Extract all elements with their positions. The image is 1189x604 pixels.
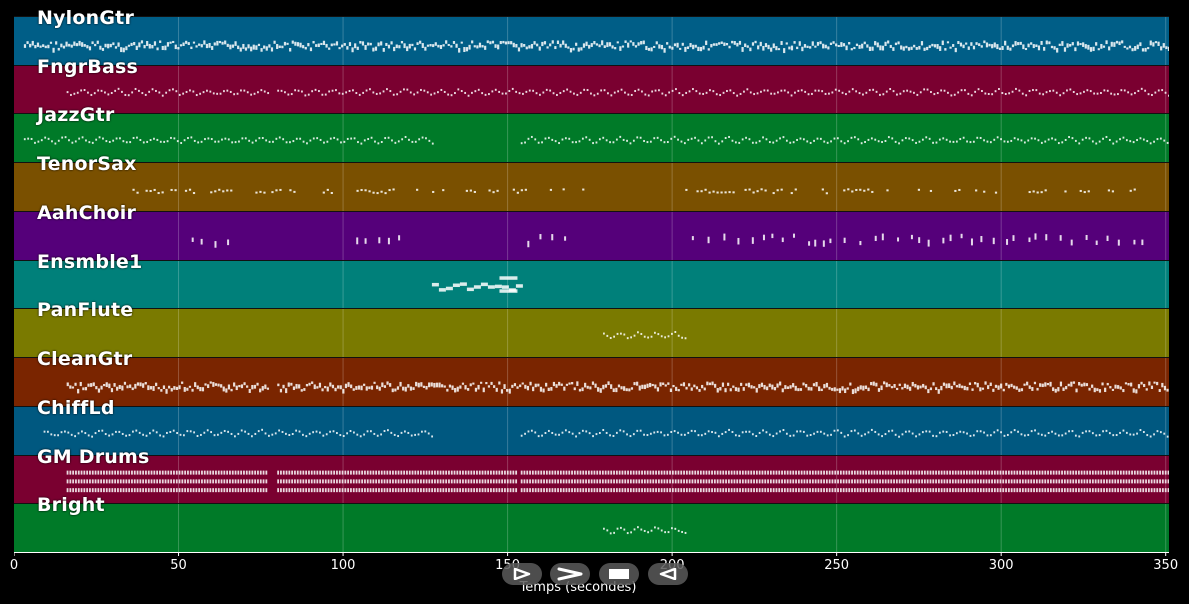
tick-label: 0 [9, 558, 19, 573]
play-icon [513, 568, 531, 580]
track-label: FngrBass [37, 55, 138, 78]
track-tenorsax[interactable]: TenorSax [14, 153, 1169, 212]
track-panflute[interactable]: PanFlute [14, 299, 1169, 359]
tick-label: 100 [330, 558, 356, 573]
notes [191, 233, 1144, 248]
note-lane [178, 309, 1167, 359]
track-bright[interactable]: Bright [14, 494, 1169, 554]
notes [23, 40, 1169, 54]
time-axis: 050100150200250300350 [10, 552, 1178, 604]
fast-forward-button[interactable] [550, 563, 590, 585]
track-fngrbass[interactable]: FngrBass [14, 56, 1169, 115]
rewind-button[interactable] [648, 563, 688, 585]
note-lane [178, 504, 1167, 554]
track-chiffld[interactable]: ChiffLd [14, 397, 1169, 456]
notes [23, 136, 1169, 146]
track-label: NylonGtr [37, 7, 135, 29]
note-lane [43, 406, 1169, 456]
tick-label: 50 [170, 558, 187, 573]
notes [431, 275, 523, 293]
note-lane [23, 17, 1169, 66]
chevron-right-icon [557, 567, 583, 581]
track-label: AahChoir [37, 201, 137, 224]
notes [603, 526, 687, 535]
track-list: NylonGtr FngrBass JazzGtr TenorSax AahChoir E… [14, 7, 1169, 554]
note-lane [66, 455, 1169, 505]
notes [132, 188, 1136, 195]
track-cleangtr[interactable]: CleanGtr [14, 348, 1169, 407]
axis-line [14, 552, 1169, 556]
play-button[interactable] [502, 563, 542, 585]
notes [603, 331, 687, 340]
track-label: CleanGtr [37, 348, 133, 371]
track-label: JazzGtr [37, 104, 115, 127]
track-jazzgtr[interactable]: JazzGtr [14, 104, 1169, 164]
track-label: ChiffLd [37, 396, 115, 419]
track-gm-drums[interactable]: GM Drums [14, 446, 1169, 505]
track-label: TenorSax [37, 153, 137, 176]
note-lane [132, 163, 1167, 212]
note-lane [66, 358, 1169, 407]
notes [66, 87, 1169, 97]
note-lane [23, 114, 1169, 164]
note-lane [66, 65, 1169, 115]
stop-button[interactable] [599, 563, 639, 585]
note-lane [178, 211, 1167, 261]
stop-icon [609, 569, 629, 579]
rewind-icon [659, 568, 677, 580]
tick-label: 300 [988, 558, 1014, 573]
track-ensmble1[interactable]: Ensmble1 [14, 251, 1169, 310]
track-aahchoir[interactable]: AahChoir [14, 202, 1169, 261]
note-lane [178, 260, 1167, 310]
track-label: Bright [37, 494, 105, 517]
track-label: PanFlute [37, 299, 134, 322]
notes [66, 381, 1169, 395]
notes [66, 470, 1169, 492]
notes [43, 428, 1169, 438]
track-nylongtr[interactable]: NylonGtr [14, 7, 1169, 66]
tick-label: 350 [1153, 558, 1179, 573]
track-label: GM Drums [37, 445, 150, 468]
tick-label: 250 [824, 558, 850, 573]
track-label: Ensmble1 [37, 250, 143, 273]
